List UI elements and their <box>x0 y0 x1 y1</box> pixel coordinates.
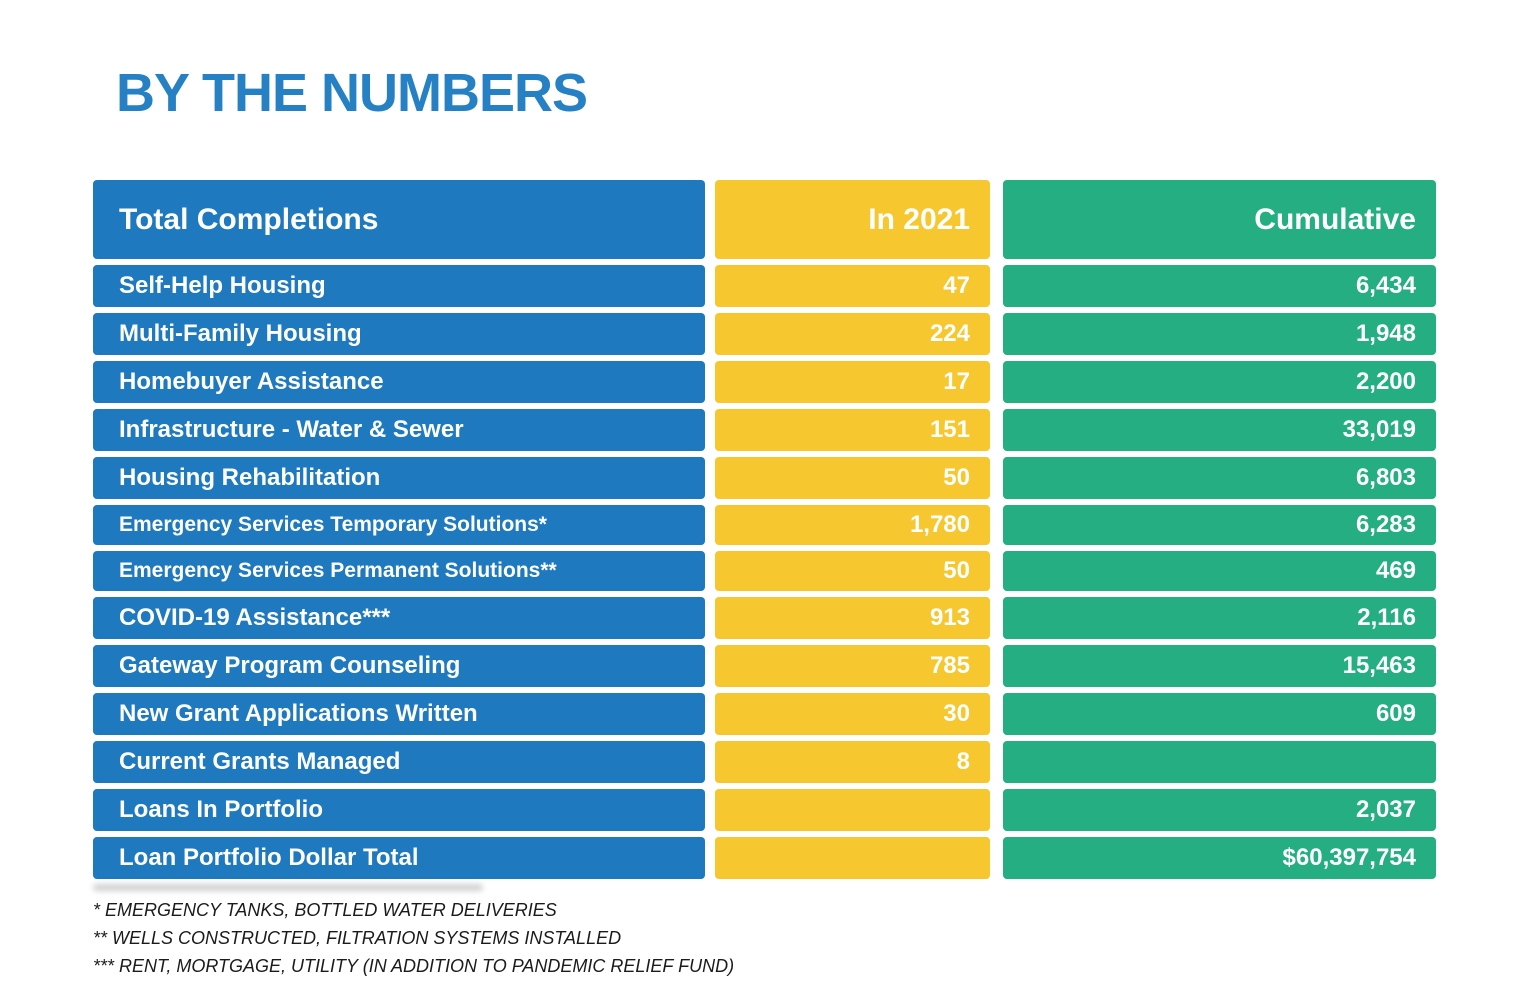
row-label: Emergency Services Temporary Solutions* <box>93 505 705 545</box>
table-row: Gateway Program Counseling 785 15,463 <box>93 645 1436 687</box>
row-cumulative-value: 469 <box>1003 551 1436 591</box>
row-label: Gateway Program Counseling <box>93 645 705 687</box>
row-in2021-value <box>715 837 990 879</box>
row-cumulative-value: 2,200 <box>1003 361 1436 403</box>
row-in2021-value: 17 <box>715 361 990 403</box>
row-label: Infrastructure - Water & Sewer <box>93 409 705 451</box>
row-cumulative-value: 1,948 <box>1003 313 1436 355</box>
row-in2021-value: 913 <box>715 597 990 639</box>
row-cumulative-value: 6,434 <box>1003 265 1436 307</box>
table-header-row: Total Completions In 2021 Cumulative <box>93 180 1436 259</box>
row-cumulative-value: 6,283 <box>1003 505 1436 545</box>
row-label: Housing Rehabilitation <box>93 457 705 499</box>
header-total-completions: Total Completions <box>93 180 705 259</box>
row-in2021-value <box>715 789 990 831</box>
row-cumulative-value: 15,463 <box>1003 645 1436 687</box>
row-label: Multi-Family Housing <box>93 313 705 355</box>
row-in2021-value: 30 <box>715 693 990 735</box>
header-in-2021: In 2021 <box>715 180 990 259</box>
row-label: Self-Help Housing <box>93 265 705 307</box>
row-in2021-value: 1,780 <box>715 505 990 545</box>
row-in2021-value: 47 <box>715 265 990 307</box>
row-label: Current Grants Managed <box>93 741 705 783</box>
totals-table: Total Completions In 2021 Cumulative Sel… <box>93 180 1436 885</box>
table-row: Emergency Services Permanent Solutions**… <box>93 551 1436 591</box>
row-label: Loans In Portfolio <box>93 789 705 831</box>
row-label: New Grant Applications Written <box>93 693 705 735</box>
row-in2021-value: 50 <box>715 457 990 499</box>
table-row: Current Grants Managed 8 <box>93 741 1436 783</box>
table-row: Housing Rehabilitation 50 6,803 <box>93 457 1436 499</box>
table-row: Loans In Portfolio 2,037 <box>93 789 1436 831</box>
row-in2021-value: 224 <box>715 313 990 355</box>
table-row: Homebuyer Assistance 17 2,200 <box>93 361 1436 403</box>
row-in2021-value: 50 <box>715 551 990 591</box>
row-label: Loan Portfolio Dollar Total <box>93 837 705 879</box>
footnote-double-asterisk: ** WELLS CONSTRUCTED, FILTRATION SYSTEMS… <box>93 928 622 948</box>
table-row: Emergency Services Temporary Solutions* … <box>93 505 1436 545</box>
footnote-triple-asterisk: *** RENT, MORTGAGE, UTILITY (IN ADDITION… <box>93 956 735 976</box>
row-label: COVID-19 Assistance*** <box>93 597 705 639</box>
row-cumulative-value: $60,397,754 <box>1003 837 1436 879</box>
table-row: Loan Portfolio Dollar Total $60,397,754 <box>93 837 1436 879</box>
header-cumulative: Cumulative <box>1003 180 1436 259</box>
row-cumulative-value: 2,037 <box>1003 789 1436 831</box>
table-row: Self-Help Housing 47 6,434 <box>93 265 1436 307</box>
row-in2021-value: 8 <box>715 741 990 783</box>
table-row: Multi-Family Housing 224 1,948 <box>93 313 1436 355</box>
table-row: New Grant Applications Written 30 609 <box>93 693 1436 735</box>
footnotes: * EMERGENCY TANKS, BOTTLED WATER DELIVER… <box>93 896 734 980</box>
table-bottom-shadow <box>93 884 483 891</box>
table-row: COVID-19 Assistance*** 913 2,116 <box>93 597 1436 639</box>
table-row: Infrastructure - Water & Sewer 151 33,01… <box>93 409 1436 451</box>
row-cumulative-value: 609 <box>1003 693 1436 735</box>
row-cumulative-value: 2,116 <box>1003 597 1436 639</box>
row-label: Homebuyer Assistance <box>93 361 705 403</box>
row-in2021-value: 151 <box>715 409 990 451</box>
page-title: BY THE NUMBERS <box>116 63 588 123</box>
row-in2021-value: 785 <box>715 645 990 687</box>
row-label: Emergency Services Permanent Solutions** <box>93 551 705 591</box>
row-cumulative-value: 6,803 <box>1003 457 1436 499</box>
row-cumulative-value <box>1003 741 1436 783</box>
row-cumulative-value: 33,019 <box>1003 409 1436 451</box>
footnote-single-asterisk: * EMERGENCY TANKS, BOTTLED WATER DELIVER… <box>93 900 557 920</box>
